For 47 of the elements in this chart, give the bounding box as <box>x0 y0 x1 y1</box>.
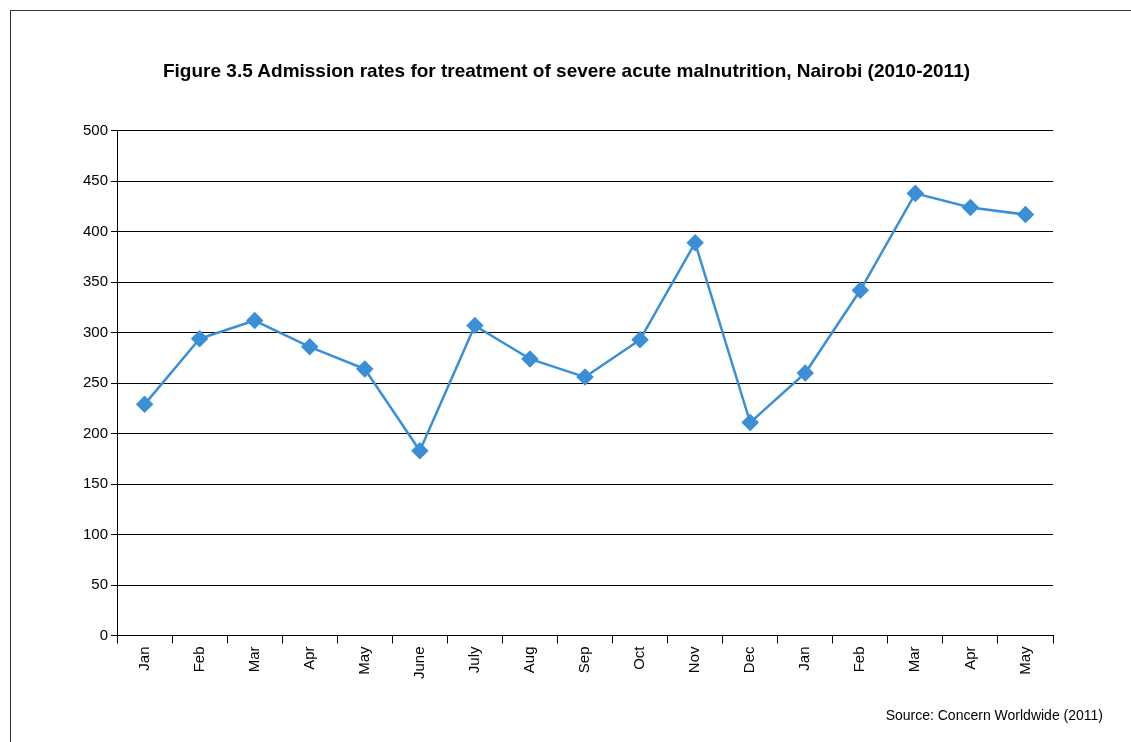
point <box>136 396 153 413</box>
point <box>411 442 429 460</box>
point <box>962 199 979 216</box>
y-tick-label: 200 <box>83 423 109 441</box>
point <box>907 185 924 202</box>
source-note: Source: Concern Worldwide (2011) <box>885 707 1103 723</box>
y-tick-label: 450 <box>83 171 109 189</box>
x-tick-label: Feb <box>850 646 868 673</box>
x-tick-label: Dec <box>740 645 758 674</box>
chart-title: Figure 3.5 Admission rates for treatment of severe acute malnutrition, Nairobi (2010-2011) <box>162 59 971 81</box>
x-tick-label: May <box>354 645 372 675</box>
point <box>796 364 814 382</box>
x-tick-label: Aug <box>520 646 538 674</box>
point <box>246 312 263 329</box>
y-tick-label: 50 <box>91 575 109 593</box>
point <box>852 282 869 299</box>
point <box>301 338 318 356</box>
x-tick-label: Mar <box>244 646 262 673</box>
point <box>741 414 759 431</box>
x-tick-label: Mar <box>905 646 923 673</box>
point <box>631 331 649 348</box>
point <box>521 350 539 368</box>
y-tick-label: 150 <box>83 474 109 492</box>
y-tick-label: 500 <box>83 120 109 138</box>
y-tick-label: 400 <box>83 221 109 239</box>
y-tick-label: 250 <box>83 373 109 391</box>
x-tick-label: Feb <box>189 646 207 673</box>
x-tick-label: Apr <box>960 646 978 670</box>
x-tick-label: Nov <box>685 645 703 674</box>
x-tick-label: May <box>1015 645 1033 675</box>
x-tick-label: Jan <box>134 646 152 671</box>
point <box>466 317 484 334</box>
x-tick-label: Jan <box>795 646 813 671</box>
point <box>1017 206 1034 223</box>
y-tick-label: 100 <box>83 524 109 542</box>
x-tick-label: June <box>409 646 427 679</box>
point <box>576 368 594 386</box>
y-tick-label: 350 <box>83 272 109 290</box>
point <box>356 360 374 378</box>
x-tick-label: Apr <box>299 646 317 670</box>
y-tick-label: 0 <box>99 625 109 643</box>
x-tick-label: Sep <box>575 646 593 674</box>
x-tick-label: Oct <box>630 645 648 670</box>
point <box>191 330 208 347</box>
y-tick-label: 300 <box>83 322 109 340</box>
x-tick-label: July <box>465 645 483 674</box>
point <box>686 234 704 252</box>
